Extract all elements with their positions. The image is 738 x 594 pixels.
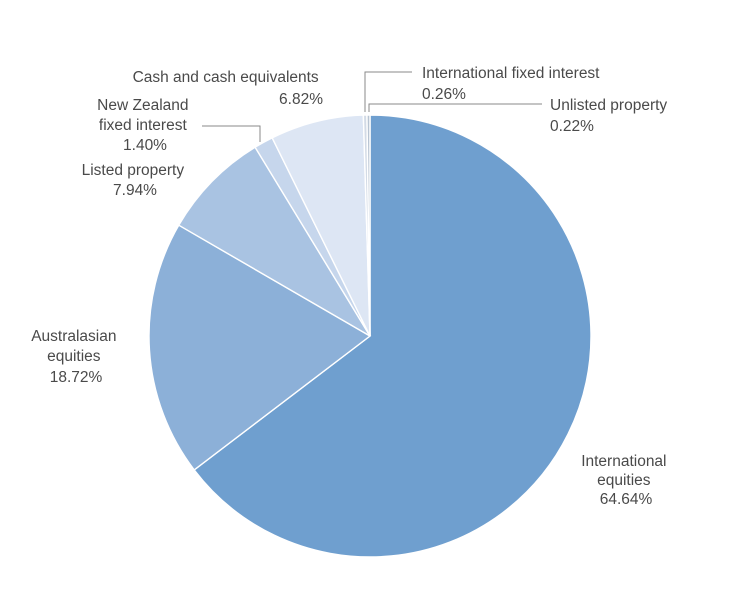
leader-new-zealand-fixed-interest: [202, 125, 261, 142]
pie-slice-international-equities: [193, 114, 592, 558]
label-international-fixed-interest: International fixed interest 0.26%: [422, 65, 604, 103]
pie-slices: [148, 114, 592, 558]
leader-lines: [202, 71, 542, 142]
pie-slice-unlisted-property: [366, 114, 371, 337]
label-international-equities: International equities 64.64%: [581, 453, 671, 508]
label-cash-and-cash-equivalents: Cash and cash equivalents 6.82%: [133, 69, 324, 108]
label-australasian-equities: Australasian equities 18.72%: [31, 328, 121, 386]
leader-unlisted-property: [368, 103, 542, 112]
pie-slice-australasian-equities: [148, 224, 372, 471]
leader-international-fixed-interest: [364, 71, 412, 112]
pie-slice-listed-property: [177, 146, 371, 337]
label-unlisted-property: Unlisted property 0.22%: [550, 97, 671, 135]
label-listed-property: Listed property 7.94%: [82, 162, 189, 199]
label-new-zealand-fixed-interest: New Zealand fixed interest 1.40%: [97, 97, 193, 154]
